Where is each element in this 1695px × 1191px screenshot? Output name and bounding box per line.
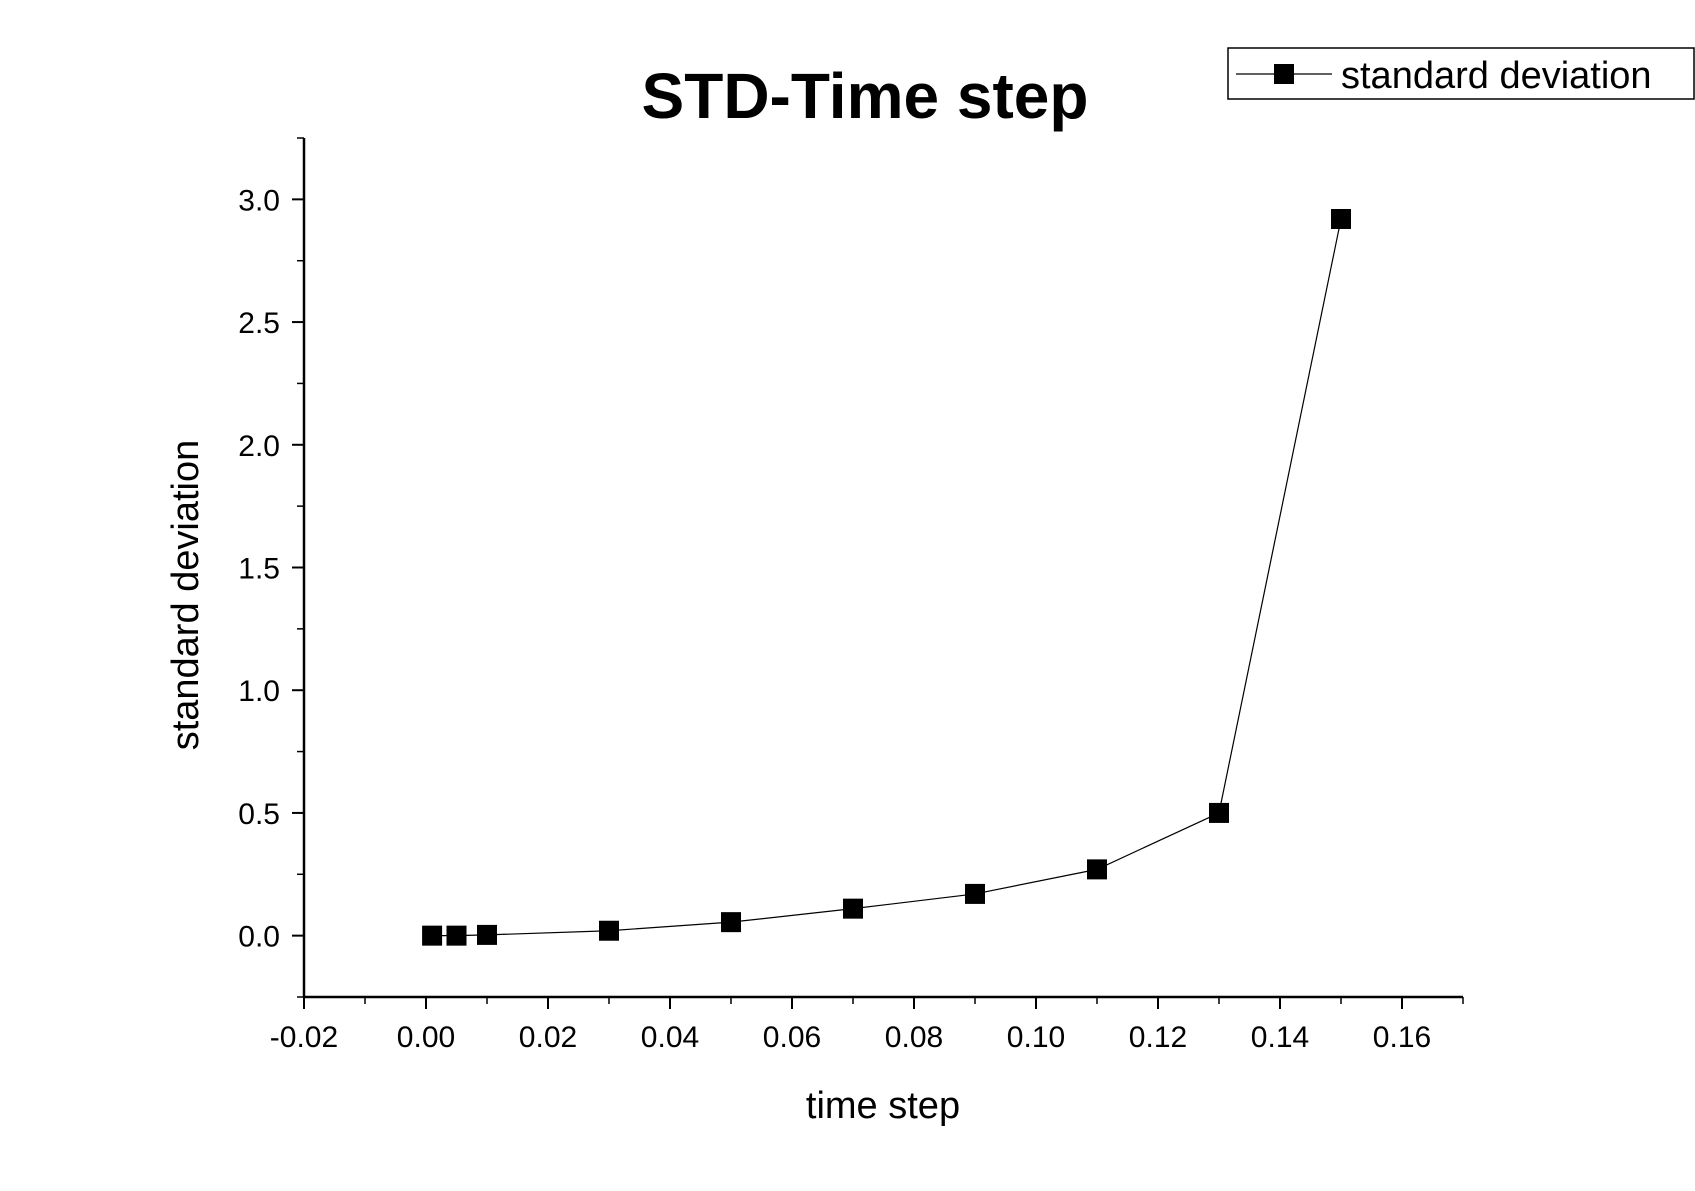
series-standard-deviation [422,208,1351,946]
data-point [965,883,985,904]
y-tick-label: 0.5 [238,798,280,831]
legend-entry-label: standard deviation [1341,55,1652,97]
legend: standard deviation [1227,47,1695,100]
x-tick-label: 0.06 [763,1021,821,1054]
y-ticks: 0.0 0.5 1.0 1.5 2.0 2.5 3.0 [238,137,304,998]
data-point [599,920,619,941]
x-tick-label: 0.04 [641,1021,699,1054]
y-tick-label: 1.5 [238,553,280,586]
data-point [721,912,741,933]
data-point [843,898,863,919]
y-tick-label: 2.5 [238,307,280,340]
x-tick-label: 0.08 [885,1021,943,1054]
data-point [1331,208,1351,229]
x-tick-label: 0.12 [1129,1021,1187,1054]
x-tick-label: 0.10 [1007,1021,1065,1054]
legend-marker-square [1274,64,1294,84]
y-tick-label: 3.0 [238,184,280,217]
data-point [477,924,497,945]
series-line [432,218,1342,937]
y-axis-label: standard deviation [165,440,207,751]
data-point [1209,802,1229,823]
x-ticks: -0.02 0.00 0.02 0.04 0.06 0.08 0.10 0.12 0.14 0.1… [270,997,1464,1054]
x-tick-label: 0.02 [519,1021,577,1054]
chart-title: STD-Time step [642,60,1089,132]
data-point [422,925,443,946]
y-tick-label: 2.0 [238,430,280,463]
x-tick-label: -0.02 [270,1021,338,1054]
y-tick-label: 0.0 [238,921,280,954]
data-point [446,925,467,946]
data-point [1087,859,1107,880]
x-axis-label: time step [806,1085,960,1127]
x-tick-label: 0.00 [397,1021,455,1054]
x-tick-label: 0.16 [1373,1021,1431,1054]
y-tick-label: 1.0 [238,675,280,708]
x-tick-label: 0.14 [1251,1021,1309,1054]
